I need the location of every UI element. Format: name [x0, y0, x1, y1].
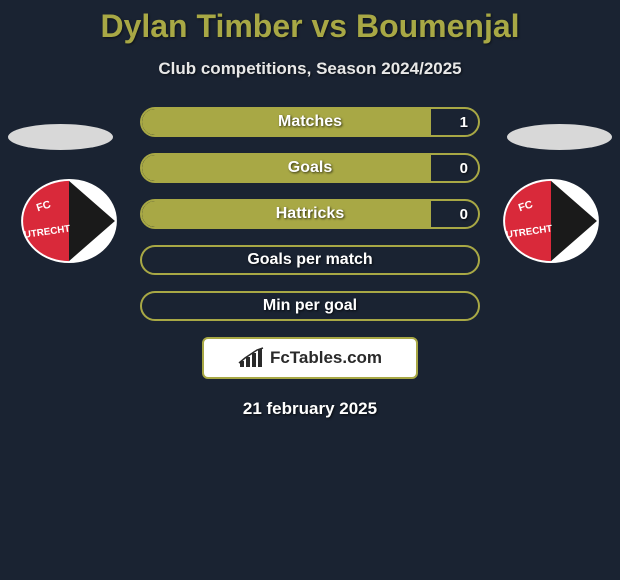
stat-row-min-per-goal: Min per goal — [140, 291, 480, 321]
stat-label: Matches — [142, 109, 478, 135]
stats-container: Matches 1 Goals 0 Hattricks 0 Goals per … — [140, 107, 480, 321]
club-logo-left: FC UTRECHT — [20, 178, 118, 264]
stat-label: Goals — [142, 155, 478, 181]
watermark-text: FcTables.com — [270, 348, 382, 368]
player-shadow-right — [507, 124, 612, 150]
club-logo-right: FC UTRECHT — [502, 178, 600, 264]
player-shadow-left — [8, 124, 113, 150]
stat-right-value: 0 — [460, 201, 468, 227]
page-title: Dylan Timber vs Boumenjal — [0, 0, 620, 45]
date-label: 21 february 2025 — [0, 399, 620, 419]
stat-row-goals-per-match: Goals per match — [140, 245, 480, 275]
bar-chart-icon — [238, 347, 264, 369]
season-subtitle: Club competitions, Season 2024/2025 — [0, 59, 620, 79]
stat-right-value: 1 — [460, 109, 468, 135]
stat-label: Hattricks — [142, 201, 478, 227]
stat-label: Min per goal — [142, 293, 478, 319]
stat-row-goals: Goals 0 — [140, 153, 480, 183]
stat-row-hattricks: Hattricks 0 — [140, 199, 480, 229]
stat-row-matches: Matches 1 — [140, 107, 480, 137]
stat-label: Goals per match — [142, 247, 478, 273]
watermark-box: FcTables.com — [202, 337, 418, 379]
stat-right-value: 0 — [460, 155, 468, 181]
